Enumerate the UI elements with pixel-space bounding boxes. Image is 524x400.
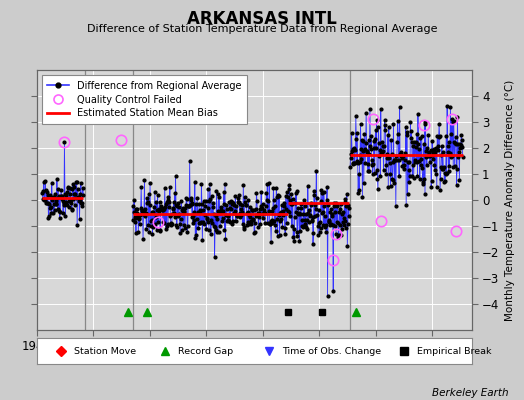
Text: Empirical Break: Empirical Break xyxy=(417,346,492,356)
Y-axis label: Monthly Temperature Anomaly Difference (°C): Monthly Temperature Anomaly Difference (… xyxy=(505,79,515,321)
Legend: Difference from Regional Average, Quality Control Failed, Estimated Station Mean: Difference from Regional Average, Qualit… xyxy=(41,75,247,124)
Text: Berkeley Earth: Berkeley Earth xyxy=(432,388,508,398)
Text: ARKANSAS INTL: ARKANSAS INTL xyxy=(187,10,337,28)
Text: Record Gap: Record Gap xyxy=(178,346,233,356)
Text: Difference of Station Temperature Data from Regional Average: Difference of Station Temperature Data f… xyxy=(87,24,437,34)
Text: Station Move: Station Move xyxy=(74,346,136,356)
Text: Time of Obs. Change: Time of Obs. Change xyxy=(282,346,381,356)
